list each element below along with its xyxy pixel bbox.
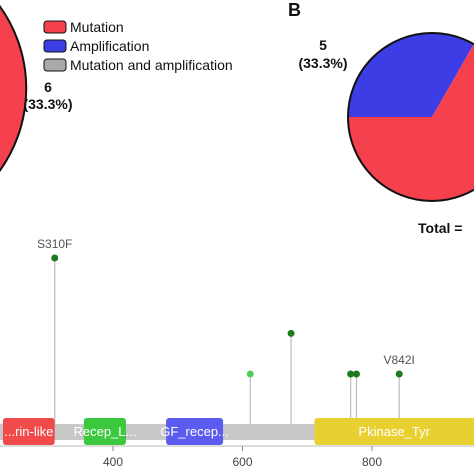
protein-domain [314, 418, 474, 445]
legend-label-mutation-and-amplification: Mutation and amplification [70, 57, 233, 73]
protein-domain-label: Recep_L... [73, 424, 136, 439]
protein-domain-label: GF_recep... [160, 424, 229, 439]
right-pie-outline [347, 32, 474, 202]
legend: Mutation Amplification Mutation and ampl… [43, 19, 233, 73]
mutation-label: V842I [384, 353, 415, 367]
protein-domain-label: ...rin-like [4, 424, 53, 439]
lollipop-plot: 400 600 800 S310F V842I ...rin-like Recep_L...… [0, 237, 474, 469]
mutation-head [352, 370, 360, 378]
x-tick-label: 400 [103, 455, 123, 469]
legend-swatch-amplification [43, 39, 67, 53]
left-pie-mutation-slice [0, 4, 28, 173]
legend-label-mutation: Mutation [70, 19, 124, 35]
left-pie-percent: (33.3%) [23, 96, 72, 112]
mutation-head [246, 370, 254, 378]
mutation-head [347, 370, 355, 378]
right-pie-data-label: 5 (33.3%) [298, 37, 347, 71]
right-pie-slice-amplification [348, 33, 474, 118]
panel-b-label: B [288, 0, 301, 20]
protein-domain [2, 418, 55, 445]
protein-domain [166, 418, 224, 445]
mutation-head [287, 329, 295, 337]
x-tick-label: 800 [362, 455, 382, 469]
protein-domain [83, 418, 126, 445]
legend-label-amplification: Amplification [70, 38, 149, 54]
mutation-head [395, 370, 403, 378]
right-pie-slice-mutation [348, 44, 474, 201]
right-pie-count: 5 [319, 37, 327, 53]
protein-domain-label: Pkinase_Tyr [358, 424, 430, 439]
left-pie [0, 4, 28, 173]
left-pie-data-label: 6 (33.3%) [23, 79, 72, 112]
legend-swatch-mutation-and-amplification [43, 58, 67, 72]
mutation-head [51, 254, 59, 262]
left-pie-count: 6 [44, 79, 52, 95]
x-tick-label: 600 [232, 455, 252, 469]
right-pie [347, 32, 474, 202]
total-label: Total = [418, 220, 462, 236]
legend-swatch-mutation [43, 20, 67, 34]
right-pie-percent: (33.3%) [298, 55, 347, 71]
mutation-label: S310F [37, 237, 72, 251]
